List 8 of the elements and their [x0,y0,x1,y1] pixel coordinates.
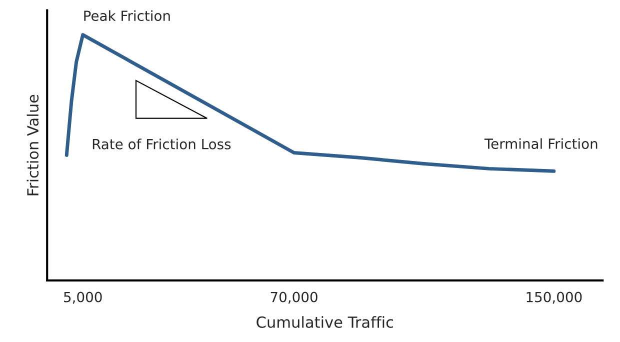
x-tick-label: 150,000 [526,292,582,304]
y-axis-title: Friction Value [26,94,39,196]
annotation: Peak Friction [84,10,170,22]
x-tick-label: 70,000 [270,292,318,304]
x-tick-label: 5,000 [64,292,102,304]
x-axis-title: Cumulative Traffic [256,316,394,328]
annotation: Terminal Friction [484,138,598,150]
annotation: Rate of Friction Loss [92,138,231,150]
